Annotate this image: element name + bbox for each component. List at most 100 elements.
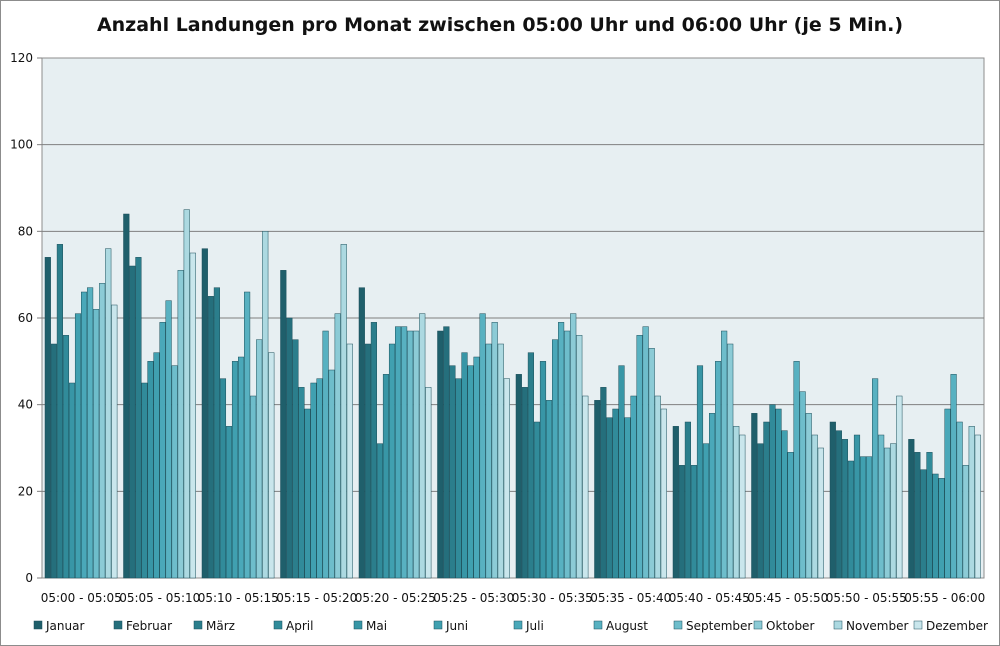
- bar: [690, 465, 698, 579]
- bar: [99, 283, 106, 579]
- bar: [521, 387, 528, 579]
- bar: [908, 439, 915, 579]
- bar: [183, 209, 190, 579]
- bar: [890, 443, 897, 579]
- legend-label: September: [686, 619, 752, 633]
- legend-swatch: [753, 620, 763, 630]
- bar: [449, 365, 456, 579]
- bar: [974, 434, 981, 579]
- bar: [165, 300, 172, 579]
- x-tick-label: 05:05 - 05:10: [119, 591, 200, 605]
- bar: [950, 374, 957, 579]
- legend-swatch: [513, 620, 523, 630]
- bar: [805, 413, 812, 579]
- legend-swatch: [433, 620, 443, 630]
- bar: [219, 378, 227, 579]
- legend-label: Mai: [366, 619, 387, 633]
- bar: [576, 335, 583, 579]
- legend-swatch: [273, 620, 283, 630]
- bar: [654, 395, 661, 579]
- y-tick-label: 80: [18, 224, 33, 238]
- bar: [177, 270, 184, 579]
- bar: [793, 361, 800, 579]
- x-tick-label: 05:55 - 06:00: [904, 591, 985, 605]
- x-tick-label: 05:15 - 05:20: [276, 591, 357, 605]
- bar: [225, 426, 233, 579]
- gridlines: [37, 57, 984, 579]
- bar: [304, 408, 311, 579]
- bar: [81, 291, 88, 579]
- bar: [751, 413, 758, 579]
- bars: [44, 209, 981, 579]
- bar: [129, 265, 136, 579]
- bar: [600, 387, 607, 579]
- bar: [286, 317, 293, 579]
- bar: [642, 326, 649, 579]
- bar: [68, 382, 76, 579]
- bar: [515, 374, 522, 579]
- bar: [696, 365, 704, 579]
- bar: [648, 348, 655, 579]
- bar: [829, 421, 836, 579]
- bar: [189, 252, 196, 579]
- bar: [213, 287, 220, 579]
- bar: [316, 378, 323, 579]
- bar: [497, 343, 504, 579]
- bar: [238, 356, 245, 579]
- legend-label: November: [846, 619, 908, 633]
- legend-label: Januar: [45, 619, 84, 633]
- bar: [799, 391, 806, 579]
- bar: [715, 361, 722, 579]
- bar: [159, 322, 166, 579]
- bar: [811, 434, 818, 579]
- legend-swatch: [193, 620, 203, 630]
- bar: [938, 478, 945, 579]
- bar: [105, 248, 112, 579]
- bar: [570, 313, 577, 579]
- bar: [56, 244, 63, 579]
- bar: [407, 330, 414, 579]
- bar: [835, 430, 842, 579]
- x-tick-label: 05:25 - 05:30: [433, 591, 514, 605]
- bar: [147, 361, 154, 579]
- bar: [473, 356, 480, 579]
- bar: [93, 309, 100, 579]
- bar: [244, 291, 251, 579]
- bar: [62, 335, 70, 579]
- bar: [467, 365, 474, 579]
- bar: [413, 330, 420, 579]
- bar: [419, 313, 426, 579]
- bar: [74, 313, 82, 579]
- bar: [757, 443, 764, 579]
- bar: [926, 452, 933, 579]
- bar: [111, 304, 118, 579]
- legend-swatch: [913, 620, 923, 630]
- bar: [817, 447, 824, 579]
- bar: [479, 313, 486, 579]
- bar: [672, 426, 679, 579]
- bar: [425, 387, 432, 579]
- bar: [364, 343, 371, 579]
- bar: [781, 430, 788, 579]
- y-tick-label: 60: [18, 311, 33, 325]
- bar: [920, 469, 927, 579]
- bar: [292, 339, 299, 579]
- bar: [636, 335, 643, 579]
- bar: [437, 330, 444, 579]
- x-tick-label: 05:10 - 05:15: [198, 591, 279, 605]
- bar: [884, 447, 891, 579]
- bar: [395, 326, 402, 579]
- bar: [684, 421, 691, 579]
- bar: [956, 421, 963, 579]
- bar: [678, 465, 685, 579]
- bar: [87, 287, 94, 579]
- bar: [594, 400, 601, 579]
- bar: [141, 382, 148, 579]
- bar: [968, 426, 975, 579]
- bar: [618, 365, 625, 579]
- bar: [401, 326, 408, 579]
- bar: [853, 434, 861, 579]
- bar: [388, 343, 396, 579]
- bar: [962, 465, 969, 579]
